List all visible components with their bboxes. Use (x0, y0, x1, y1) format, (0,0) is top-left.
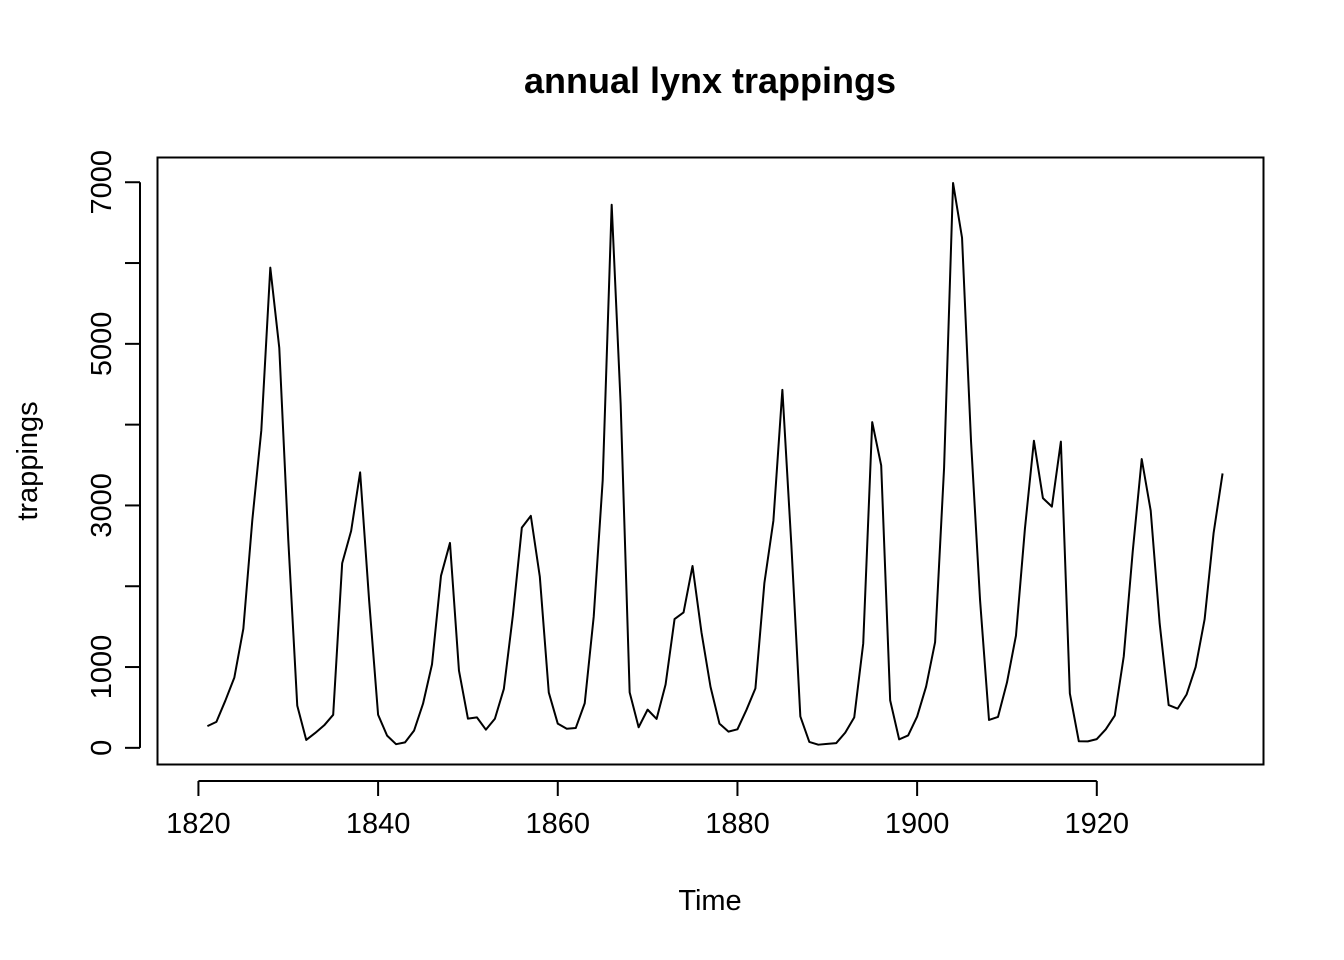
y-axis-label: trappings (12, 401, 44, 520)
x-tick-label: 1880 (705, 808, 770, 840)
x-tick-label: 1900 (885, 808, 950, 840)
y-axis: 0 1000 3000 5000 7000 (86, 150, 141, 756)
x-tick-label: 1920 (1065, 808, 1130, 840)
x-tick-label: 1840 (346, 808, 411, 840)
x-axis: 1820 1840 1860 1880 1900 1920 (166, 780, 1130, 840)
y-tick-label: 0 (86, 740, 118, 756)
x-tick-label: 1860 (526, 808, 591, 840)
chart-title: annual lynx trappings (524, 60, 896, 101)
y-tick-label: 3000 (86, 473, 118, 538)
x-axis-label: Time (678, 885, 741, 917)
x-tick-label: 1820 (166, 808, 231, 840)
y-tick-label: 5000 (86, 312, 118, 377)
plot-frame (156, 156, 1265, 766)
y-tick-label: 1000 (86, 635, 118, 700)
y-tick-label: 7000 (86, 150, 118, 215)
series-line-trappings (206, 181, 1224, 746)
